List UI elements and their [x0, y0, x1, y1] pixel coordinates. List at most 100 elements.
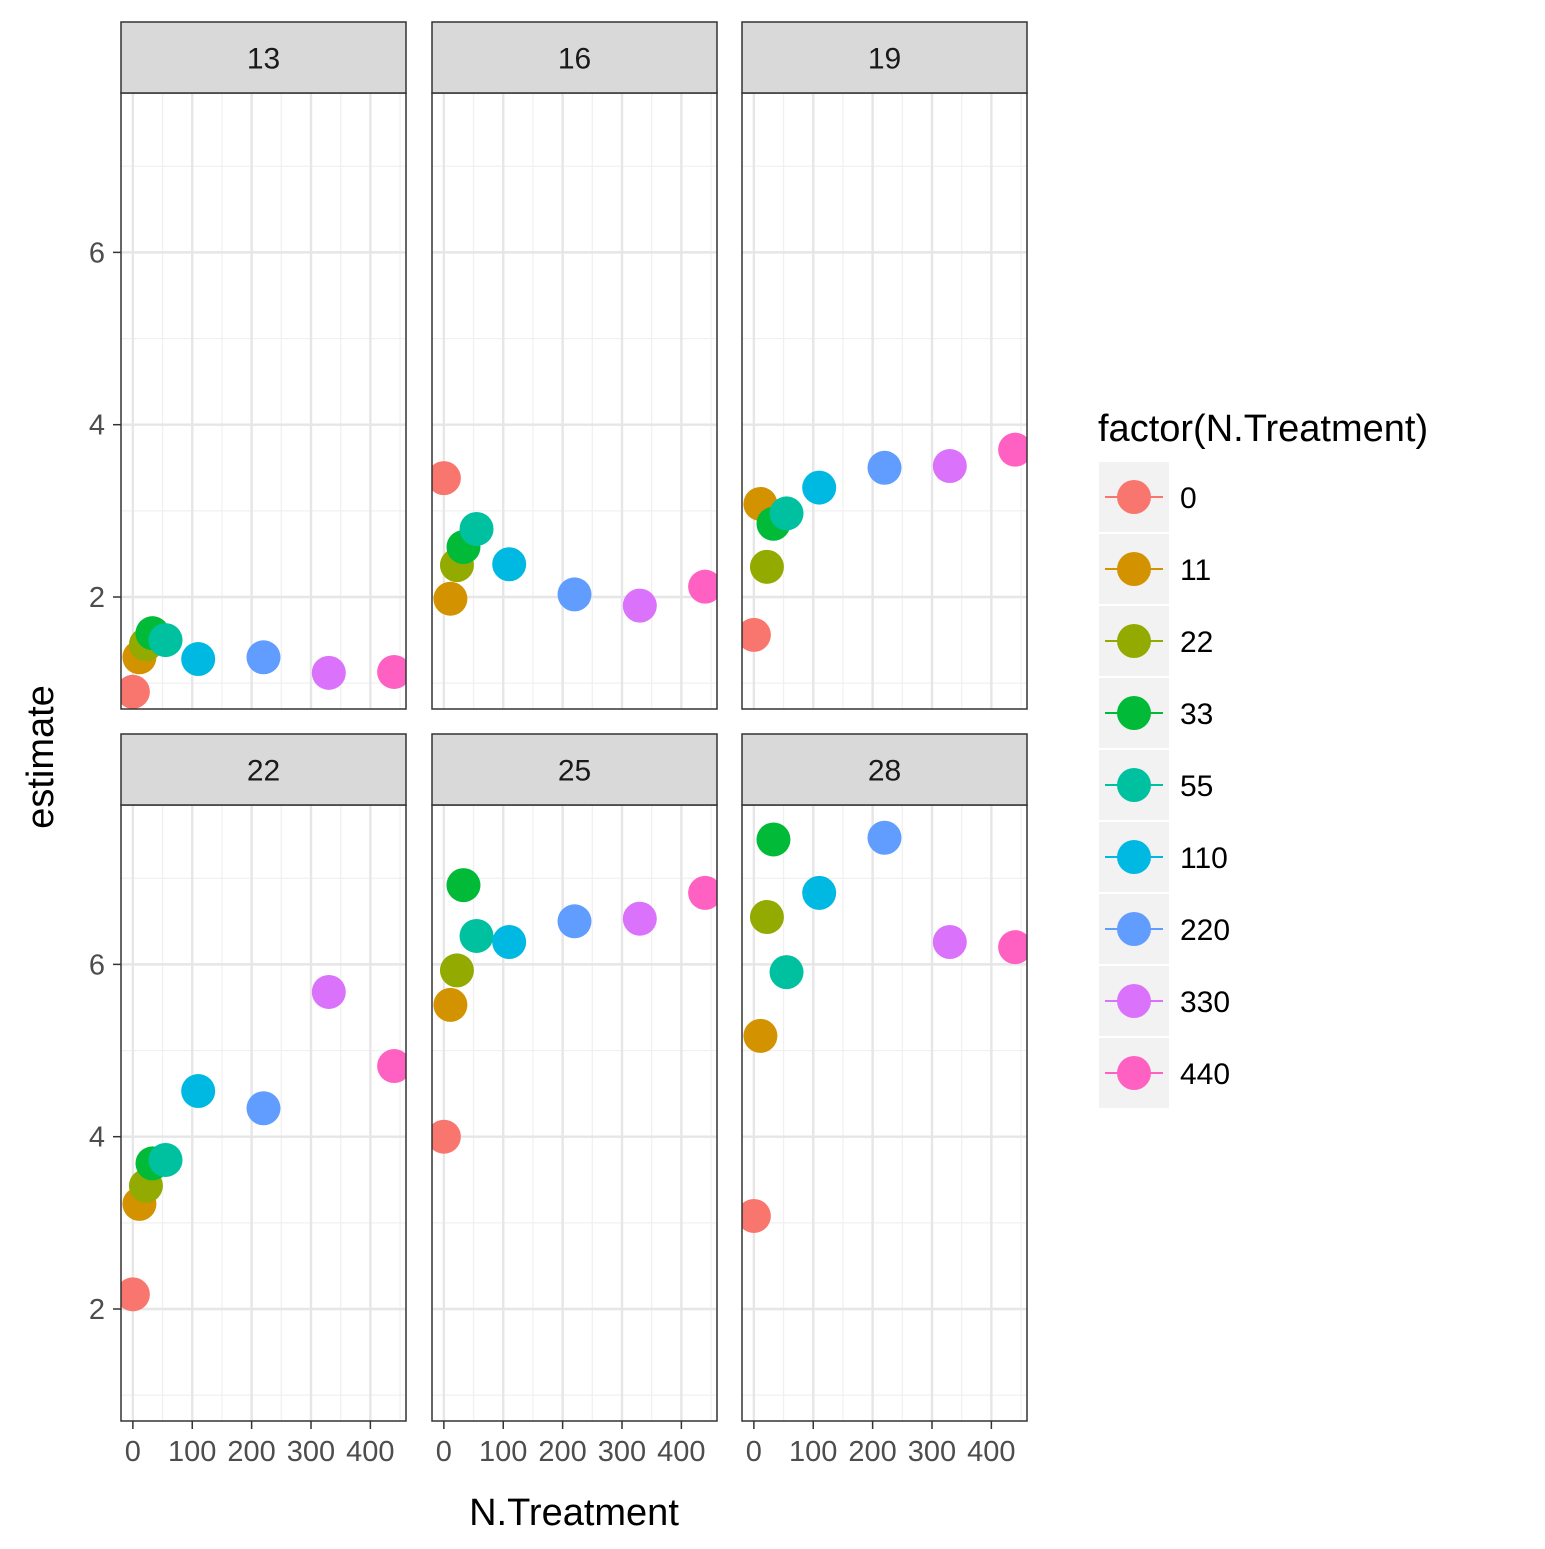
- data-point-19-55: [769, 496, 804, 531]
- x-tick-label: 300: [598, 1436, 646, 1468]
- data-point-22-330: [311, 974, 346, 1009]
- x-tick-label: 0: [436, 1436, 452, 1468]
- facet-panel-28: 28 0 100 200 300 400: [741, 733, 1028, 1468]
- facet-panel-19: 19: [741, 21, 1028, 710]
- legend-entry-55: 55: [1099, 750, 1213, 820]
- legend-key-point: [1117, 480, 1151, 514]
- data-point-25-110: [492, 924, 527, 959]
- legend-key-point: [1117, 696, 1151, 730]
- data-point-13-330: [311, 655, 346, 690]
- data-point-28-22: [749, 900, 784, 934]
- data-point-22-0: [121, 1277, 150, 1312]
- data-point-13-55: [148, 623, 183, 658]
- data-point-19-220: [867, 450, 902, 485]
- x-tick-label: 300: [287, 1436, 335, 1468]
- data-point-22-55: [148, 1142, 183, 1177]
- y-tick-label: 6: [89, 949, 105, 981]
- data-point-28-440: [998, 930, 1027, 965]
- legend-entry-label: 220: [1180, 914, 1230, 947]
- data-point-13-0: [121, 674, 150, 709]
- legend-title: factor(N.Treatment): [1098, 408, 1428, 450]
- legend-key-point: [1117, 912, 1151, 946]
- x-tick-label: 200: [848, 1436, 896, 1468]
- x-tick-label: 200: [227, 1436, 275, 1468]
- points: [742, 432, 1027, 652]
- x-tick-label: 300: [908, 1436, 956, 1468]
- legend-entry-22: 22: [1099, 606, 1213, 676]
- data-point-13-110: [181, 642, 216, 677]
- data-point-22-220: [246, 1091, 281, 1126]
- data-point-16-220: [557, 577, 592, 612]
- legend-entry-label: 11: [1180, 554, 1211, 587]
- data-point-13-220: [246, 640, 281, 675]
- data-point-22-440: [377, 1049, 406, 1084]
- panel-background: [742, 93, 1027, 709]
- legend-entry-330: 330: [1099, 966, 1230, 1036]
- legend-entry-label: 22: [1180, 626, 1213, 659]
- data-point-16-0: [432, 461, 461, 496]
- facet-strip: [741, 733, 1028, 806]
- y-tick-label: 2: [89, 582, 105, 614]
- facet-strip: [431, 733, 718, 806]
- legend-key-point: [1117, 552, 1151, 586]
- y-tick-label: 6: [89, 237, 105, 269]
- legend-entry-label: 330: [1180, 986, 1230, 1019]
- x-tick-label: 200: [538, 1436, 586, 1468]
- x-tick-label: 0: [746, 1436, 762, 1468]
- legend-key-point: [1117, 624, 1151, 658]
- x-tick-label: 100: [789, 1436, 837, 1468]
- data-point-28-55: [769, 955, 804, 990]
- data-point-25-440: [688, 875, 717, 910]
- legend-key-point: [1117, 840, 1151, 874]
- panel-background: [432, 93, 717, 709]
- legend-entry-label: 0: [1180, 482, 1197, 515]
- data-point-28-11: [743, 1018, 778, 1053]
- data-point-28-330: [932, 924, 967, 959]
- data-point-25-330: [622, 901, 657, 936]
- points: [121, 974, 406, 1312]
- facet-panel-13: 13 2 4 6: [89, 21, 407, 710]
- data-point-25-55: [459, 918, 494, 953]
- legend-entry-label: 440: [1180, 1058, 1230, 1091]
- legend-entry-label: 110: [1180, 842, 1228, 875]
- legend-entry-11: 11: [1099, 534, 1211, 604]
- facet-strip: [741, 21, 1028, 94]
- legend-entry-110: 110: [1099, 822, 1228, 892]
- y-tick-label: 2: [89, 1294, 105, 1326]
- facet-strip: [120, 21, 407, 94]
- y-axis-title: estimate: [20, 685, 62, 829]
- legend-key-point: [1117, 768, 1151, 802]
- x-tick-label: 0: [125, 1436, 141, 1468]
- points: [121, 616, 406, 709]
- facet-strip-label: 16: [558, 43, 591, 76]
- data-point-28-220: [867, 820, 902, 855]
- x-tick-label: 400: [346, 1436, 394, 1468]
- legend-entry-label: 33: [1180, 698, 1213, 731]
- points: [432, 461, 717, 623]
- legend-entry-label: 55: [1180, 770, 1213, 803]
- facet-strip-label: 22: [247, 755, 280, 788]
- data-point-25-33: [446, 868, 481, 903]
- facet-strip-label: 28: [868, 755, 901, 788]
- data-point-16-330: [622, 588, 657, 623]
- points: [432, 868, 717, 1154]
- data-point-25-220: [557, 904, 592, 939]
- legend-key-point: [1117, 1056, 1151, 1090]
- legend-key-point: [1117, 984, 1151, 1018]
- data-point-19-330: [932, 449, 967, 484]
- x-tick-label: 400: [657, 1436, 705, 1468]
- data-point-19-110: [802, 470, 837, 505]
- points: [742, 820, 1027, 1233]
- data-point-28-0: [742, 1198, 771, 1233]
- facet-panel-16: 16: [431, 21, 718, 710]
- facet-panel-25: 25 0 100 200 300 400: [431, 733, 718, 1468]
- legend-entry-220: 220: [1099, 894, 1230, 964]
- x-tick-label: 100: [479, 1436, 527, 1468]
- data-point-16-11: [433, 581, 468, 616]
- data-point-25-11: [433, 987, 468, 1022]
- legend-entry-440: 440: [1099, 1038, 1230, 1108]
- y-tick-label: 4: [89, 410, 105, 442]
- data-point-22-110: [181, 1074, 216, 1109]
